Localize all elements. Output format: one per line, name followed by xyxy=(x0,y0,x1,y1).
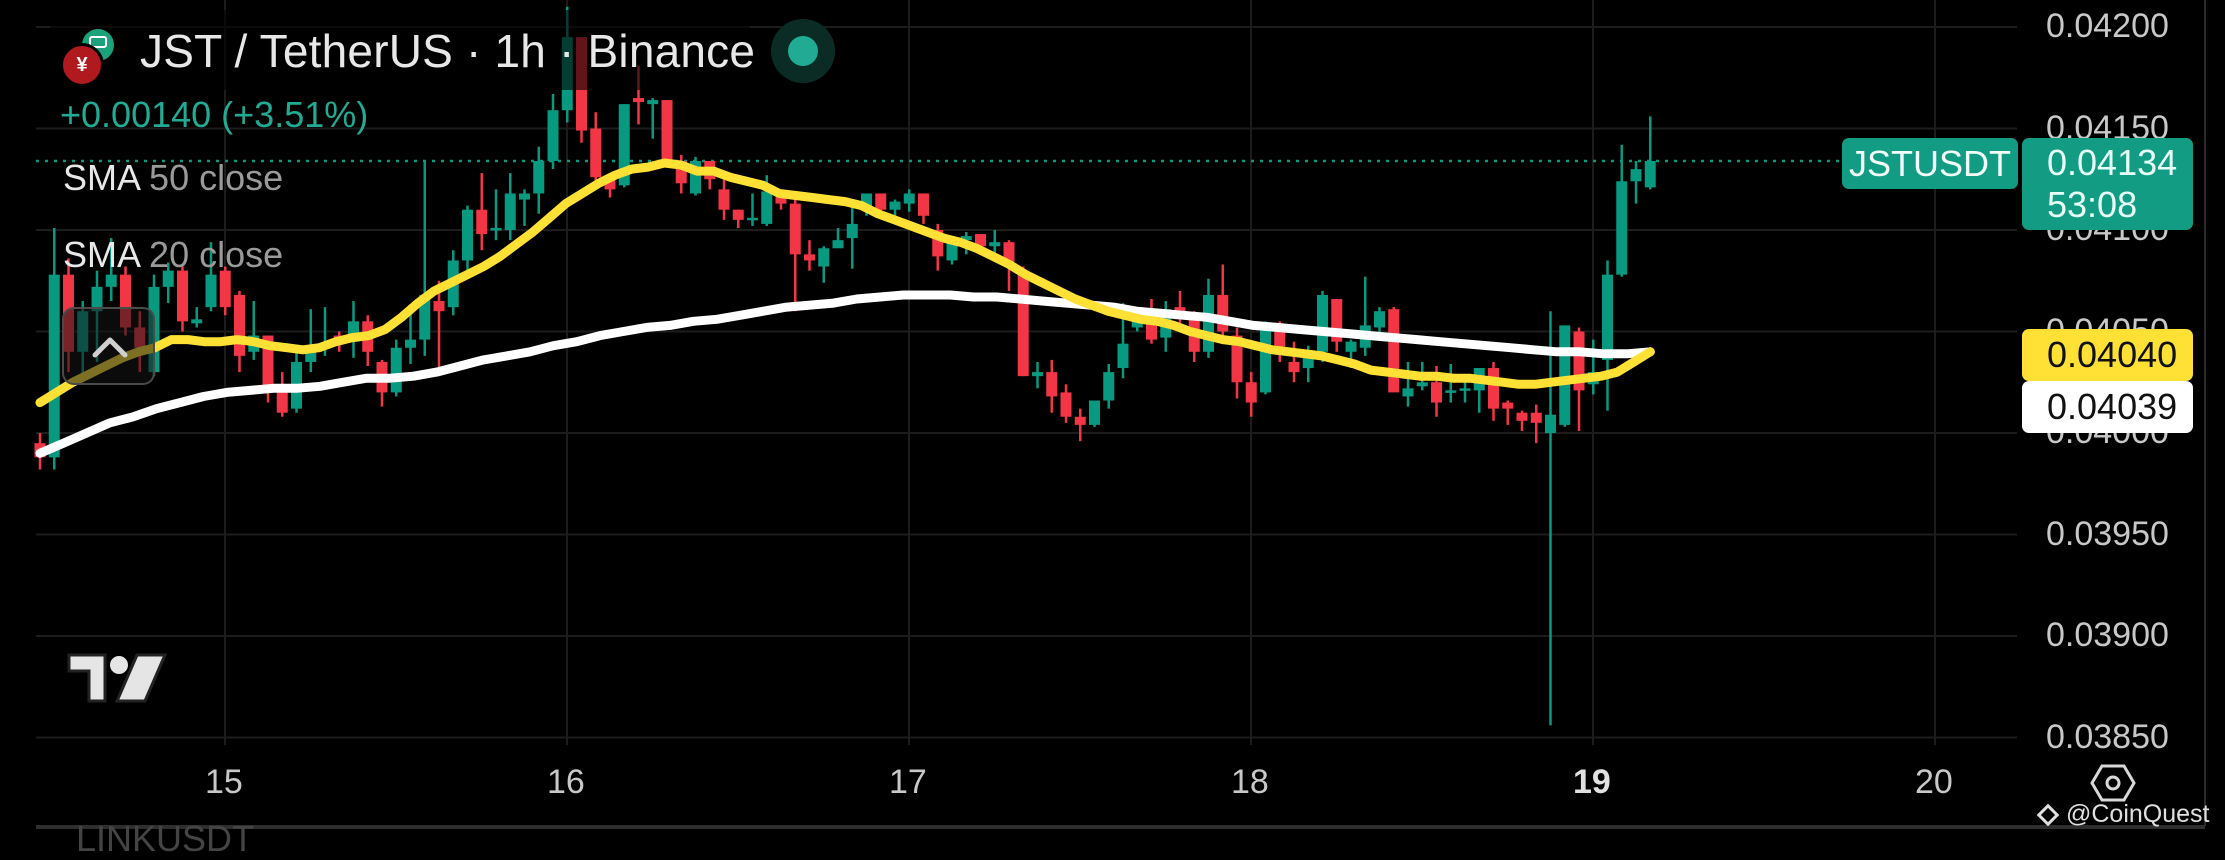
symbol-title[interactable]: JST / TetherUS · 1h · Binance xyxy=(140,25,756,77)
watermark-text: @CoinQuest xyxy=(2066,800,2210,828)
sma-50-price-tag: 0.04039 xyxy=(2022,381,2193,433)
market-status-icon[interactable] xyxy=(771,19,835,83)
sma-20-price-tag: 0.04040 xyxy=(2022,329,2193,381)
symbol-price-tag: JSTUSDT xyxy=(1842,138,2018,189)
indicator-sma-20[interactable]: SMA 20 close xyxy=(63,234,283,276)
time-axis-tick: 19 xyxy=(1573,763,1611,801)
symbol-icons: ¥ xyxy=(60,21,130,87)
time-axis-tick: 15 xyxy=(205,763,243,801)
time-axis-tick: 18 xyxy=(1231,763,1269,801)
indicator-name: SMA xyxy=(63,157,140,198)
indicator-name: SMA xyxy=(63,234,140,275)
chevron-up-icon xyxy=(92,337,128,358)
time-axis-tick: 16 xyxy=(547,763,585,801)
chart-settings-icon[interactable] xyxy=(2090,763,2136,803)
collapse-legend-button[interactable] xyxy=(62,307,155,385)
price-axis-tick: 0.03900 xyxy=(2046,616,2169,654)
watermark: @CoinQuest xyxy=(2036,800,2210,829)
indicator-params: 50 close xyxy=(149,157,284,198)
time-axis-tick: 20 xyxy=(1915,763,1953,801)
sma-20-line xyxy=(35,158,1655,408)
next-chart-symbol[interactable]: LINKUSDT xyxy=(76,818,255,859)
indicator-sma-50[interactable]: SMA 50 close xyxy=(63,157,283,199)
bar-countdown: 53:08 xyxy=(2047,184,2138,225)
price-axis-tick: 0.04200 xyxy=(2046,7,2169,45)
jst-coin-icon: ¥ xyxy=(60,43,104,87)
tradingview-logo-icon[interactable] xyxy=(67,651,167,705)
sma-50-line xyxy=(35,290,1655,458)
price-change: +0.00140 (+3.51%) xyxy=(60,94,369,135)
price-axis-tick: 0.03950 xyxy=(2046,514,2169,553)
time-axis-tick: 17 xyxy=(889,763,927,801)
last-price-value: 0.04134 xyxy=(2047,142,2178,183)
price-axis-tick: 0.03850 xyxy=(2046,717,2169,756)
last-price-tag: 0.04134 53:08 xyxy=(2022,138,2193,230)
chart-legend: ¥ JST / TetherUS · 1h · Binance xyxy=(60,14,755,88)
binance-icon xyxy=(2036,803,2060,826)
indicator-params: 20 close xyxy=(149,234,284,275)
